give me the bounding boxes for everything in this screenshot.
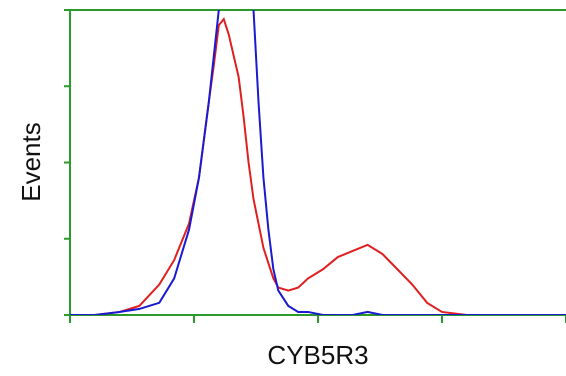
series-line (70, 10, 566, 315)
series-line (70, 17, 566, 315)
y-axis-label: Events (16, 122, 46, 202)
x-axis-label: CYB5R3 (267, 340, 368, 370)
